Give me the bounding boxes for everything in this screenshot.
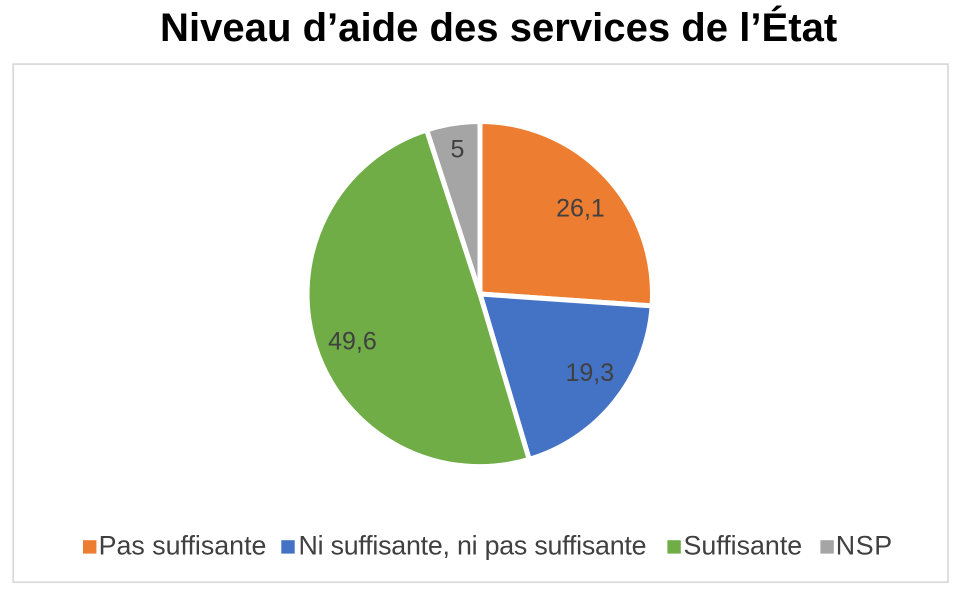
svg-text:Niveau d’aide des services de: Niveau d’aide des services de l’État [160, 5, 837, 50]
svg-text:5: 5 [451, 135, 465, 163]
svg-text:Suffisante: Suffisante [684, 531, 803, 561]
svg-text:Ni suffisante, ni pas suffisan: Ni suffisante, ni pas suffisante [299, 531, 647, 561]
svg-text:NSP: NSP [836, 531, 893, 561]
svg-text:Pas suffisante: Pas suffisante [99, 531, 267, 561]
svg-text:49,6: 49,6 [328, 328, 377, 356]
svg-text:19,3: 19,3 [565, 359, 614, 387]
svg-text:26,1: 26,1 [556, 195, 605, 223]
